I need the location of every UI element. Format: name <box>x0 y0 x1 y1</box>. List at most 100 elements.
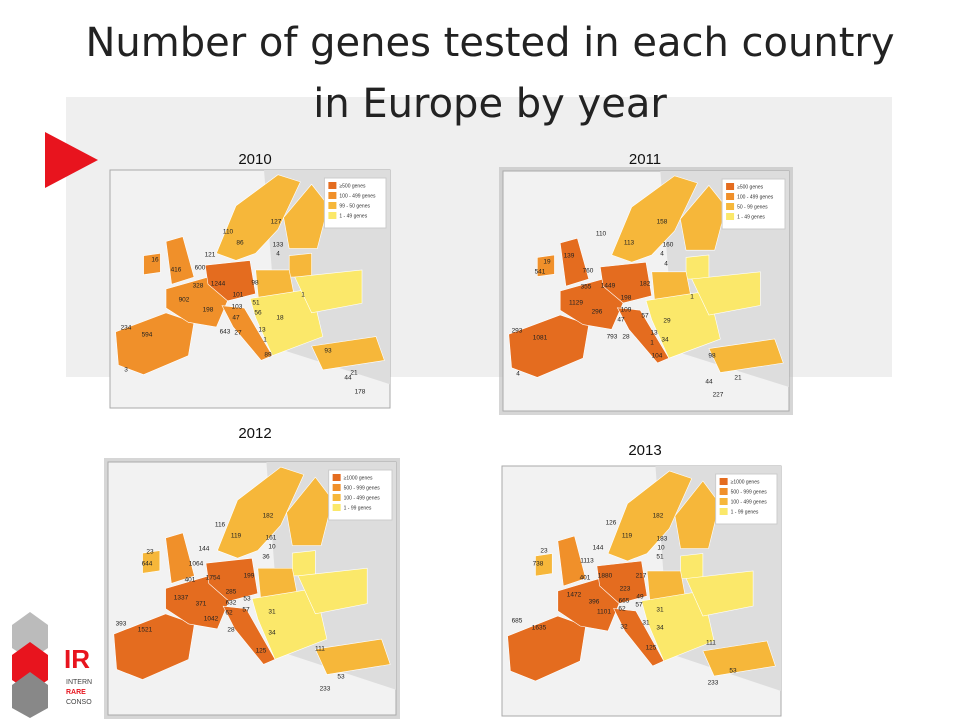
legend-swatch <box>332 494 341 501</box>
country-value: 36 <box>262 554 270 561</box>
country-value: 119 <box>622 533 633 540</box>
country-value: 125 <box>256 648 267 655</box>
title-line: in Europe by year <box>313 81 667 127</box>
logo-line: INTERN <box>66 679 92 686</box>
country-value: 685 <box>512 618 523 625</box>
country-value: 1 <box>263 337 267 344</box>
country-value: 34 <box>656 625 664 632</box>
country-value: 233 <box>320 686 331 693</box>
legend-label: 50 - 99 genes <box>737 204 768 210</box>
country-value: 29 <box>663 318 671 325</box>
country <box>314 638 391 675</box>
country-value: 57 <box>635 602 643 609</box>
country-value: 34 <box>661 337 669 344</box>
country-value: 1337 <box>174 595 189 602</box>
map: ≥500 genes 100 - 499 genes 50 - 99 genes 1 … <box>499 167 793 415</box>
country <box>115 312 195 376</box>
country <box>613 608 665 667</box>
legend-swatch <box>328 212 337 219</box>
country-value: 4 <box>276 251 280 258</box>
country-value: 1064 <box>189 561 204 568</box>
country-value: 31 <box>268 609 276 616</box>
country <box>286 476 333 546</box>
country <box>143 252 161 276</box>
legend-swatch <box>726 183 735 190</box>
country <box>685 570 754 617</box>
country-value: 104 <box>652 353 663 360</box>
country-value: 10 <box>657 545 665 552</box>
country-value: 1754 <box>206 575 221 582</box>
legend-label: 1 - 99 genes <box>344 505 372 511</box>
country <box>685 254 710 280</box>
country-value: 126 <box>606 520 617 527</box>
logo-line: RARE <box>66 689 86 696</box>
country-value: 760 <box>583 268 594 275</box>
country-value: 62 <box>618 606 626 613</box>
country-value: 51 <box>656 554 664 561</box>
country-value: 32 <box>620 624 628 631</box>
country-value: 119 <box>231 533 242 540</box>
country <box>297 567 368 615</box>
country-value: 738 <box>533 561 544 568</box>
country-value: 1880 <box>598 573 613 580</box>
logo-text: IR <box>64 644 90 674</box>
country <box>113 613 195 680</box>
country-value: 355 <box>581 284 592 291</box>
country-value: 182 <box>263 513 274 520</box>
country-value: 57 <box>242 607 250 614</box>
country <box>221 305 273 361</box>
country-value: 4 <box>664 261 668 268</box>
country-value: 234 <box>121 325 132 332</box>
country-value: 396 <box>589 599 600 606</box>
legend-swatch <box>328 202 337 209</box>
country-value: 233 <box>708 680 719 687</box>
country-value: 1042 <box>204 616 219 623</box>
country <box>217 466 305 559</box>
year-label: 2010 <box>238 151 271 168</box>
year-label: 2012 <box>238 425 271 442</box>
country-value: 127 <box>271 219 282 226</box>
country-value: 49 <box>636 594 644 601</box>
country-value: 21 <box>350 370 358 377</box>
country-value: 111 <box>706 640 716 647</box>
country-value: 21 <box>734 375 742 382</box>
country-value: 632 <box>226 600 237 607</box>
country <box>691 271 761 316</box>
country <box>679 184 727 251</box>
country <box>288 252 312 278</box>
country-value: 1 <box>650 340 654 347</box>
country-value: 401 <box>185 577 196 584</box>
country <box>165 236 195 285</box>
legend-swatch <box>332 504 341 511</box>
country-value: 1635 <box>532 625 547 632</box>
map: ≥500 genes 100 - 499 genes 99 - 50 genes 1 … <box>109 169 391 409</box>
country <box>537 254 555 277</box>
legend-swatch <box>719 478 728 485</box>
country-value: 227 <box>713 392 724 399</box>
year-label: 2013 <box>628 442 661 459</box>
country <box>311 336 385 371</box>
country-value: 27 <box>234 330 242 337</box>
country-value: 103 <box>232 304 243 311</box>
country-value: 16 <box>151 257 159 264</box>
country <box>535 553 553 577</box>
country-value: 47 <box>617 317 625 324</box>
country-value: 47 <box>232 315 240 322</box>
country-value: 217 <box>636 573 647 580</box>
legend-label: 100 - 499 genes <box>731 499 768 505</box>
country <box>222 605 276 665</box>
country-value: 125 <box>646 645 657 652</box>
country-value: 86 <box>236 240 244 247</box>
country-value: 51 <box>252 300 260 307</box>
legend-label: 1 - 49 genes <box>339 213 367 219</box>
country-value: 144 <box>199 546 210 553</box>
country-value: 416 <box>171 267 182 274</box>
country <box>611 175 698 263</box>
country-value: 161 <box>266 535 277 542</box>
country <box>557 535 587 587</box>
country-value: 144 <box>593 545 604 552</box>
country <box>680 553 704 579</box>
country-value: 160 <box>663 242 674 249</box>
country-value: 110 <box>223 229 234 236</box>
